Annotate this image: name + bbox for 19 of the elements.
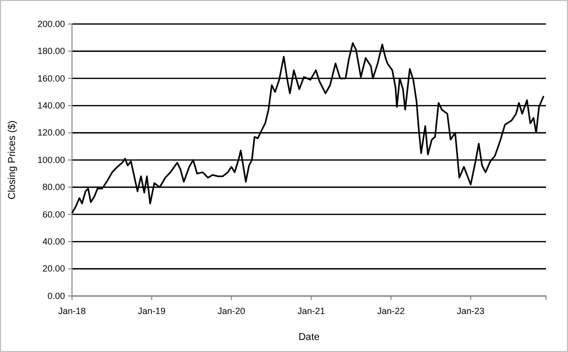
y-tick-label: 80.00	[42, 182, 65, 192]
x-tick-label: Jan-21	[298, 306, 326, 316]
x-tick-label: Jan-22	[377, 306, 405, 316]
y-tick-label: 180.00	[37, 46, 65, 56]
y-tick-label: 120.00	[37, 128, 65, 138]
y-tick-label: 60.00	[42, 209, 65, 220]
y-axis-title: Closing Prices ($)	[7, 120, 18, 200]
x-tick-label: Jan-23	[456, 306, 484, 316]
y-tick-label: 140.00	[37, 100, 65, 110]
y-tick-label: 0.00	[47, 290, 65, 301]
y-tick-label: 20.00	[42, 264, 65, 274]
y-tick-label: 40.00	[42, 236, 65, 246]
x-tick-label: Jan-20	[218, 306, 246, 316]
x-tick-label: Jan-18	[58, 306, 86, 316]
y-tick-label: 100.00	[37, 154, 65, 165]
y-tick-label: 160.00	[37, 73, 65, 84]
y-tick-label: 200.00	[37, 18, 65, 29]
x-tick-label: Jan-19	[138, 306, 166, 316]
x-axis-title: Date	[298, 332, 320, 343]
